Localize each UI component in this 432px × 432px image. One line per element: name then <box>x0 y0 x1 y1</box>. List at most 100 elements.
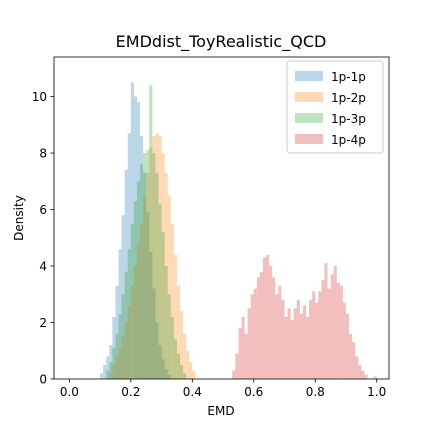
histogram-bar <box>232 370 236 379</box>
histogram-bar <box>345 314 350 379</box>
histogram-bar <box>155 133 159 379</box>
y-tick-label: 8 <box>39 147 47 161</box>
x-tick-label: 0.6 <box>244 385 263 399</box>
y-tick-label: 10 <box>32 90 47 104</box>
histogram-bar <box>324 263 328 379</box>
plot-area <box>100 82 377 380</box>
histogram-bar <box>302 305 307 379</box>
histogram-bar <box>180 311 184 379</box>
histogram-bar <box>109 373 113 379</box>
histogram-bar <box>127 249 131 379</box>
axes: 0.0 0.2 0.4 0.6 0.8 1.0 0 2 4 6 8 10 <box>32 56 390 399</box>
histogram-bar <box>152 288 156 379</box>
legend-swatch <box>295 71 323 81</box>
x-tick-label: 0.4 <box>183 385 202 399</box>
series-1p-3p <box>106 85 187 379</box>
histogram-bar <box>296 299 300 379</box>
histogram-bar <box>339 285 343 379</box>
x-tick-label: 0.8 <box>306 385 325 399</box>
histogram-bar <box>355 356 359 379</box>
histogram-bar <box>173 339 177 379</box>
series-1p-4p <box>232 254 377 379</box>
histogram-bar <box>250 294 254 379</box>
x-axis-label: EMD <box>207 404 234 418</box>
legend-label: 1p-1p <box>331 70 366 84</box>
histogram-bar <box>318 291 322 379</box>
histogram-bar <box>373 376 377 379</box>
histogram-bar <box>309 299 313 379</box>
y-tick-label: 6 <box>39 203 47 217</box>
histogram-bar <box>103 364 107 379</box>
histogram-bar <box>312 291 316 379</box>
histogram-bar <box>146 150 150 379</box>
histogram-bar <box>235 353 239 379</box>
histogram-bar <box>152 153 156 379</box>
histogram-bar <box>146 172 150 379</box>
histogram-bar <box>330 274 334 379</box>
histogram-bar <box>170 223 174 379</box>
histogram-bar <box>155 322 159 379</box>
histogram-bar <box>164 266 168 379</box>
histogram-bar <box>266 254 270 379</box>
histogram-bar <box>287 308 291 379</box>
histogram-bar <box>121 294 125 379</box>
histogram-bar <box>161 232 165 379</box>
legend-label: 1p-3p <box>331 112 366 126</box>
histogram-bar <box>158 136 162 379</box>
histogram-bar <box>192 370 196 379</box>
histogram-bar <box>140 223 144 379</box>
histogram-bar <box>127 305 131 379</box>
histogram-bar <box>183 333 187 379</box>
histogram-bar <box>140 136 144 379</box>
histogram-bar <box>290 319 294 379</box>
histogram-bar <box>269 266 273 379</box>
legend-swatch <box>295 113 323 123</box>
histogram-bar <box>100 373 104 379</box>
histogram-bar <box>186 350 190 379</box>
histogram-bar <box>361 370 365 379</box>
histogram-bar <box>253 288 257 379</box>
histogram-bar <box>161 359 165 379</box>
legend-box <box>286 60 384 154</box>
histogram-bar <box>158 203 162 379</box>
histogram-bar <box>336 282 340 379</box>
histogram-bar <box>136 102 141 379</box>
histogram-bar <box>327 288 331 379</box>
histogram-bar <box>167 195 171 379</box>
histogram-bar <box>124 271 128 379</box>
x-tick-label: 1.0 <box>367 385 386 399</box>
histogram-bar <box>115 356 119 379</box>
histogram-bar <box>112 364 116 379</box>
histogram-bar <box>315 302 319 379</box>
histogram-bar <box>275 294 279 379</box>
legend-swatch <box>295 92 323 102</box>
series-1p-2p <box>109 133 196 379</box>
histogram-bar <box>256 277 260 379</box>
legend: 1p-1p 1p-2p 1p-3p 1p-4p <box>286 60 384 154</box>
histogram-bar <box>124 169 128 379</box>
histogram-bar <box>176 285 181 379</box>
histogram-bar <box>299 314 303 379</box>
legend-swatch <box>295 134 323 144</box>
histogram-bar <box>342 302 346 379</box>
x-tick-label: 0.0 <box>60 385 79 399</box>
histogram-bar <box>133 96 137 379</box>
histogram-bar <box>149 251 153 379</box>
histogram-bar <box>146 212 150 379</box>
histogram-bar <box>152 136 156 379</box>
histogram-bar <box>333 266 337 379</box>
histogram-bar <box>164 369 168 379</box>
histogram-bar <box>352 342 356 379</box>
histogram-bar <box>112 347 116 379</box>
histogram-bar <box>118 314 122 379</box>
histogram-bar <box>133 201 137 379</box>
histogram-bar <box>121 215 125 379</box>
histogram-bar <box>180 364 184 379</box>
histogram-bar <box>241 316 245 379</box>
legend-label: 1p-2p <box>331 91 366 105</box>
histogram-bar <box>278 285 282 379</box>
histogram-bar <box>143 195 147 379</box>
series-1p-1p <box>100 82 171 380</box>
histogram-bar <box>118 347 122 379</box>
